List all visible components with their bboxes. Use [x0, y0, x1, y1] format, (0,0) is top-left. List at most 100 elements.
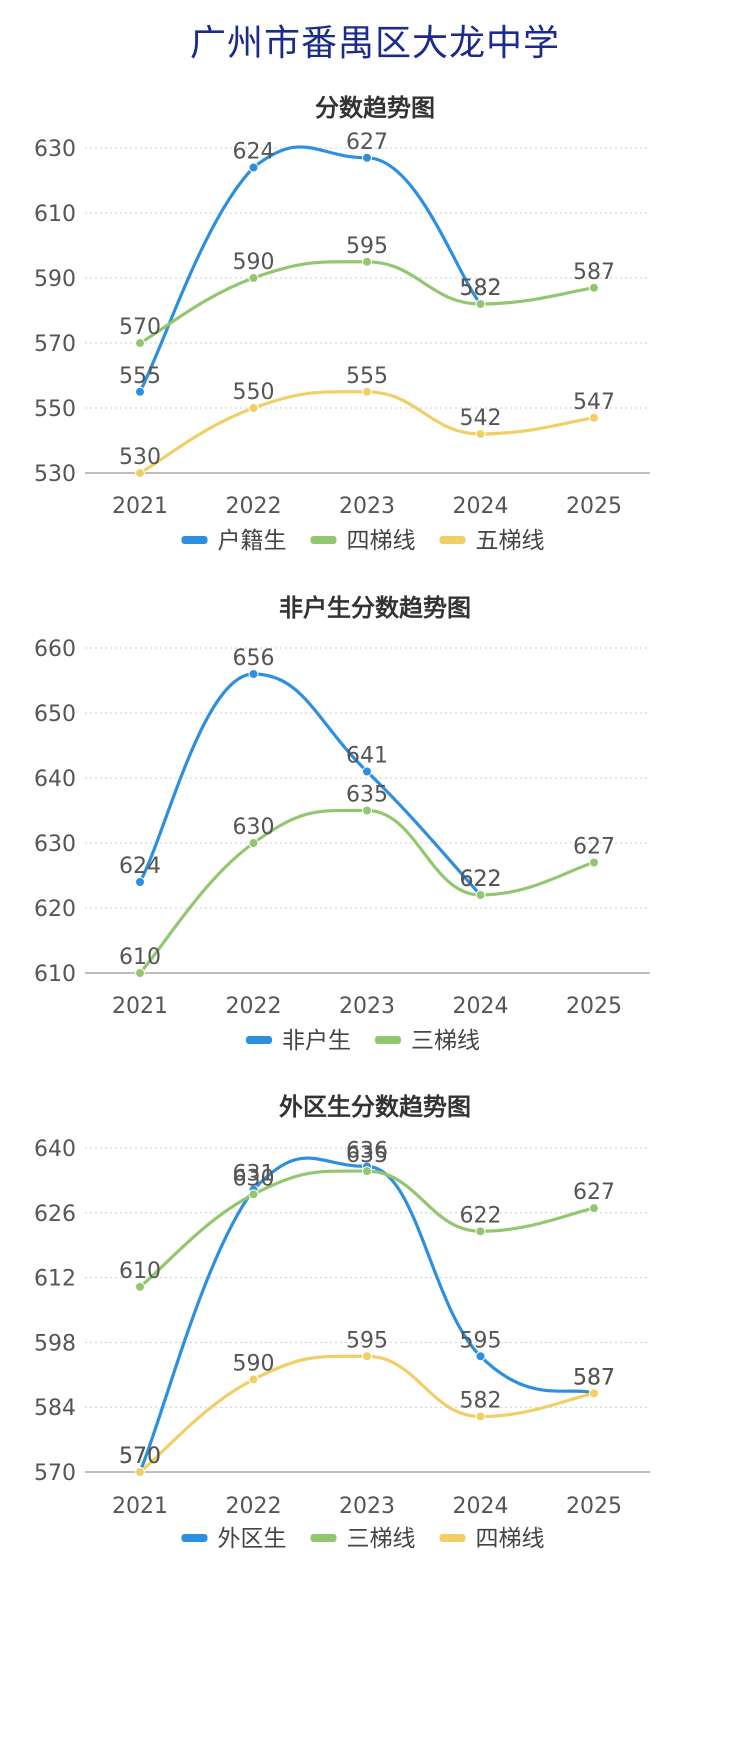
series-line — [138, 1169, 596, 1289]
x-tick-label: 2022 — [226, 1494, 282, 1519]
data-point — [135, 968, 145, 978]
data-label: 590 — [233, 1351, 275, 1376]
page-title: 广州市番禺区大龙中学 — [189, 23, 560, 64]
x-tick-label: 2025 — [566, 994, 622, 1019]
x-tick-label: 2024 — [453, 994, 509, 1019]
data-label: 610 — [119, 945, 161, 970]
series-line — [138, 1156, 596, 1474]
legend-swatch — [375, 1036, 401, 1044]
x-tick-label: 2022 — [226, 994, 282, 1019]
data-point — [362, 1351, 372, 1362]
data-point — [362, 152, 372, 163]
legend-label: 四梯线 — [347, 528, 416, 554]
data-label: 582 — [460, 276, 502, 301]
data-point — [589, 282, 599, 293]
data-label: 627 — [573, 835, 615, 860]
data-point — [475, 890, 486, 900]
data-label: 627 — [346, 130, 388, 155]
data-label: 630 — [233, 1166, 275, 1191]
legend-label: 外区生 — [218, 1526, 287, 1552]
data-point — [475, 1351, 486, 1362]
series-line — [138, 1354, 596, 1474]
y-tick-label: 612 — [34, 1267, 76, 1292]
x-tick-label: 2025 — [566, 494, 622, 519]
series-line — [138, 145, 483, 394]
data-point — [248, 669, 259, 679]
x-tick-label: 2023 — [339, 994, 395, 1019]
data-label: 624 — [233, 140, 275, 165]
y-tick-label: 626 — [34, 1202, 76, 1227]
data-point — [135, 877, 145, 887]
data-label: 570 — [119, 1444, 161, 1469]
data-label: 636 — [346, 1139, 388, 1164]
data-label: 635 — [346, 1143, 388, 1168]
y-tick-label: 610 — [34, 962, 76, 987]
data-point — [135, 1281, 145, 1292]
data-point — [135, 386, 145, 397]
data-point — [362, 386, 372, 397]
chart-title: 非户生分数趋势图 — [279, 594, 471, 622]
legend-label: 五梯线 — [476, 528, 545, 554]
legend-swatch — [310, 536, 337, 544]
data-label: 635 — [346, 783, 388, 808]
y-tick-label: 640 — [34, 767, 76, 792]
legend-label: 三梯线 — [347, 1526, 416, 1552]
data-label: 610 — [119, 1259, 161, 1284]
series-line — [138, 390, 596, 475]
series-line — [138, 808, 596, 975]
data-label: 622 — [460, 1203, 502, 1228]
data-point — [362, 766, 372, 777]
y-tick-label: 610 — [34, 202, 76, 227]
data-point — [135, 468, 145, 478]
data-point — [248, 1189, 259, 1200]
x-tick-label: 2025 — [566, 1494, 622, 1519]
legend-swatch — [439, 1534, 466, 1542]
data-label: 555 — [119, 364, 161, 389]
data-label: 542 — [460, 406, 502, 431]
data-label: 631 — [233, 1162, 275, 1187]
legend-swatch — [439, 536, 466, 544]
data-label: 595 — [346, 1328, 388, 1353]
data-label: 555 — [346, 364, 388, 389]
x-tick-label: 2023 — [339, 1494, 395, 1519]
data-label: 595 — [460, 1328, 502, 1353]
y-tick-label: 598 — [34, 1331, 76, 1356]
data-point — [362, 1166, 372, 1177]
data-label: 570 — [119, 315, 161, 340]
data-point — [362, 256, 372, 267]
data-label: 627 — [573, 1180, 615, 1205]
data-label: 624 — [119, 854, 161, 879]
y-tick-label: 570 — [34, 1461, 76, 1486]
y-tick-label: 550 — [34, 397, 76, 422]
data-label: 530 — [119, 445, 161, 470]
y-tick-label: 640 — [34, 1137, 76, 1162]
legend-swatch — [181, 536, 208, 544]
data-label: 570 — [119, 1444, 161, 1469]
data-label: 547 — [573, 390, 615, 415]
data-point — [248, 1374, 259, 1385]
chart-title: 分数趋势图 — [315, 94, 435, 122]
data-label: 622 — [460, 867, 502, 892]
x-tick-label: 2021 — [112, 994, 168, 1019]
data-point — [362, 805, 372, 816]
data-point — [135, 338, 145, 348]
data-point — [248, 273, 259, 283]
y-tick-label: 530 — [34, 462, 76, 487]
y-tick-label: 650 — [34, 702, 76, 727]
x-tick-label: 2021 — [112, 1494, 168, 1519]
y-tick-label: 620 — [34, 897, 76, 922]
y-tick-label: 630 — [34, 137, 76, 162]
legend-label: 四梯线 — [476, 1526, 545, 1552]
data-point — [475, 1226, 486, 1237]
data-label: 590 — [233, 250, 275, 275]
legend-swatch — [310, 1534, 337, 1542]
data-label: 641 — [346, 744, 388, 769]
other-district-trend-chart: 外区生分数趋势图 570 584 598 612 626 640 2021 2022 2023 20… — [34, 1093, 650, 1552]
x-tick-label: 2022 — [226, 494, 282, 519]
legend-label: 户籍生 — [218, 528, 287, 554]
y-tick-label: 660 — [34, 637, 76, 662]
data-label: 582 — [460, 1388, 502, 1413]
data-label: 587 — [573, 1365, 615, 1390]
data-label: 622 — [460, 867, 502, 892]
